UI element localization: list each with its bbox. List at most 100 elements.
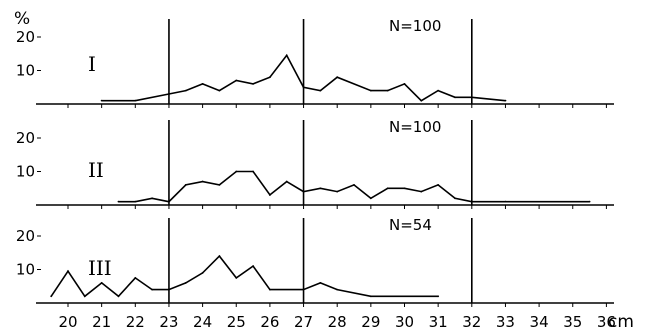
data-point (151, 197, 154, 200)
data-point (252, 83, 254, 85)
x-tick-label: 30 (395, 313, 414, 331)
x-tick-label: 36 (597, 313, 616, 331)
x-tick-label: 27 (294, 313, 313, 331)
data-point (369, 197, 372, 200)
data-point (117, 295, 120, 298)
data-point (184, 89, 187, 92)
data-point (269, 76, 271, 79)
data-point (386, 187, 389, 190)
data-point (168, 288, 170, 291)
data-point (420, 99, 423, 102)
data-point (117, 200, 120, 203)
data-point (504, 99, 507, 102)
data-point (470, 96, 473, 99)
data-point (151, 288, 154, 291)
x-tick-label: 33 (496, 313, 515, 331)
panel-3: 10 20 III N=54 (16, 216, 614, 307)
x-tick-label: 22 (126, 313, 145, 331)
data-point (420, 190, 423, 193)
x-tick-label: 31 (429, 313, 448, 331)
data-point (269, 194, 271, 196)
x-tick-label: 26 (260, 313, 279, 331)
x-tick-label: 28 (328, 313, 347, 331)
data-point (218, 184, 221, 186)
y-tick-label: 10 (16, 261, 35, 279)
data-point (454, 197, 456, 200)
data-point (252, 265, 254, 268)
data-point (134, 200, 137, 203)
data-point (302, 86, 305, 89)
data-point (50, 295, 53, 298)
data-point (252, 170, 254, 173)
data-point (134, 276, 137, 279)
data-point (235, 79, 238, 82)
series-line (118, 170, 590, 203)
data-point (83, 295, 86, 298)
data-point (184, 282, 187, 284)
data-point (386, 89, 389, 92)
data-point (336, 190, 339, 193)
x-unit-label: cm (608, 312, 634, 332)
x-tick-label: 23 (159, 313, 178, 331)
data-point (168, 93, 170, 95)
data-point (67, 270, 69, 273)
x-tick-label: 35 (563, 313, 582, 331)
panel-1: 10 20 I N=100 (16, 17, 614, 108)
sample-size-label: N=100 (389, 17, 441, 35)
x-tick-label: 21 (92, 313, 111, 331)
data-point (168, 200, 170, 203)
data-point (269, 288, 271, 291)
data-point (218, 255, 221, 257)
x-tick-label: 24 (193, 313, 212, 331)
data-point (235, 170, 238, 173)
data-point (134, 99, 137, 102)
data-point (302, 190, 305, 193)
data-point (588, 200, 591, 203)
y-tick-label: 10 (16, 163, 35, 181)
data-point (100, 99, 103, 102)
data-point (100, 282, 103, 284)
data-point (184, 184, 187, 186)
data-point (437, 184, 440, 186)
data-point (437, 295, 440, 298)
x-tick-label: 34 (530, 313, 549, 331)
data-point (319, 187, 322, 190)
data-point (470, 200, 473, 203)
data-point (302, 288, 305, 291)
panel-label: III (88, 256, 112, 280)
y-tick-label: 20 (16, 227, 35, 245)
data-point (201, 83, 204, 85)
data-point (403, 83, 406, 85)
x-tick-label: 32 (462, 313, 481, 331)
data-point (285, 54, 288, 57)
x-tick-label: 25 (227, 313, 246, 331)
sample-size-label: N=54 (389, 216, 432, 234)
panels-group: 10 20 I N=100 10 20 II N=100 10 20 III N=54 (16, 17, 614, 307)
data-point (353, 184, 355, 186)
y-tick-label: 10 (16, 62, 35, 80)
x-tick-label: 29 (361, 313, 380, 331)
panel-2: 10 20 II N=100 (16, 118, 614, 209)
data-point (437, 89, 440, 92)
panel-label: II (88, 158, 104, 182)
data-point (403, 187, 406, 190)
y-tick-label: 20 (16, 129, 35, 147)
y-unit-label: % (14, 9, 30, 29)
y-tick-label: 20 (16, 28, 35, 46)
panel-label: I (88, 52, 96, 76)
data-point (454, 96, 456, 99)
data-point (319, 89, 322, 92)
x-tick-label: 20 (58, 313, 77, 331)
data-point (201, 271, 204, 274)
x-tick-labels: 20 21 22 23 24 25 26 27 28 29 30 31 32 33 34 35 36 (58, 313, 615, 331)
data-point (319, 282, 322, 284)
data-point (336, 76, 339, 79)
data-point (201, 180, 204, 183)
data-point (235, 276, 238, 279)
data-point (369, 89, 372, 92)
data-point (218, 89, 221, 92)
data-point (285, 180, 288, 183)
data-point (336, 288, 339, 291)
data-point (504, 200, 507, 203)
